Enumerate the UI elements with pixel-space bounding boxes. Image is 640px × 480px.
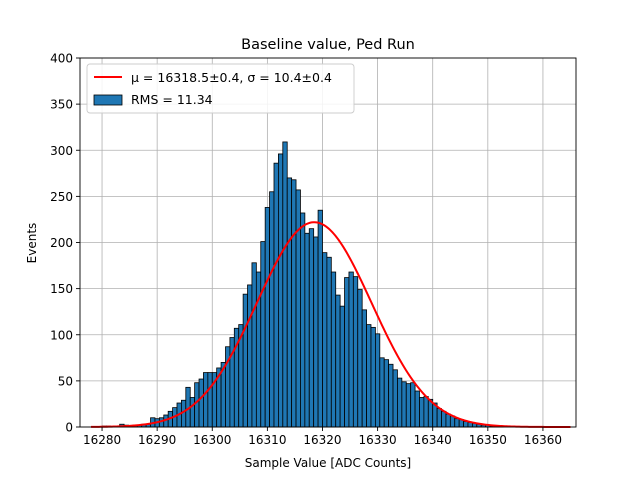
histogram-bar [401,381,407,428]
histogram-bar [308,228,315,428]
histogram-bar [366,324,372,428]
histogram-bar [454,418,460,428]
histogram-bar [300,212,306,428]
x-tick-label: 16330 [359,433,397,447]
y-tick-label: 100 [50,328,73,342]
x-tick-label: 16340 [414,433,452,447]
histogram-bar [317,209,323,428]
histogram-bar [313,236,319,428]
histogram-bar [423,396,429,428]
histogram-bar [397,377,403,428]
histogram-bar [335,294,341,428]
histogram-bar [322,252,328,428]
gaussian-fit-curve [91,221,571,428]
histogram-bar [194,382,200,428]
x-tick-label: 16290 [138,433,176,447]
histogram-bar [189,397,196,428]
legend-fit-label: μ = 16318.5±0.4, σ = 10.4±0.4 [131,70,332,85]
histogram-bar [357,289,363,428]
histogram-bar [326,256,332,428]
histogram-bar [419,397,425,428]
histogram-bar [330,271,337,428]
x-tick-label: 16280 [83,433,121,447]
histogram-bar [374,333,381,428]
histogram-bar [264,207,270,428]
x-tick-label: 16360 [524,433,562,447]
histogram-bar [242,293,248,428]
chart-title: Baseline value, Ped Run [241,37,415,53]
histogram-bar [436,408,442,428]
x-tick-label: 16300 [193,433,231,447]
histogram-bar [260,241,266,428]
histogram-bar [352,276,359,428]
histogram-bar [203,372,209,428]
x-axis-label: Sample Value [ADC Counts] [245,456,411,470]
histogram-bar [269,191,275,428]
y-tick-label: 0 [65,421,73,435]
y-tick-label: 50 [58,374,73,388]
histogram-bar [392,369,398,428]
y-tick-label: 400 [50,52,73,66]
x-tick-label: 16350 [469,433,507,447]
y-tick-label: 350 [50,98,73,112]
x-tick-label: 16310 [248,433,286,447]
legend: μ = 16318.5±0.4, σ = 10.4±0.4 RMS = 11.3… [86,63,355,114]
y-tick-label: 250 [50,190,73,204]
histogram-bar [251,262,257,428]
legend-box [86,63,355,114]
histogram-bar [304,232,310,428]
x-axis-ticks: 16280 16290 16300 16310 16320 16330 16340 16350… [83,427,562,447]
y-tick-label: 150 [50,282,73,296]
histogram-bar [277,153,284,428]
histogram-bar [410,382,416,428]
histogram-bar [441,410,447,428]
histogram-bar [383,359,390,428]
histogram-bar [247,284,253,428]
histogram-bar [379,357,385,428]
histogram-bar [273,162,279,428]
histogram-bar [339,305,345,428]
histogram-bar [405,383,412,428]
histogram-bar [370,326,376,428]
histogram-bar [291,179,297,428]
histogram-bar [348,271,354,428]
histogram-bar [361,309,367,428]
y-tick-label: 200 [50,236,73,250]
y-axis-ticks: 0 50 100 150 200 250 300 350 400 [50,52,80,435]
legend-hist-label: RMS = 11.34 [131,92,213,107]
histogram-bar [282,141,288,428]
histogram-bar [414,390,420,428]
histogram-bar [388,363,394,428]
histogram-bar [286,177,293,428]
histogram-bar [295,189,301,428]
legend-hist-swatch [93,94,123,106]
histogram-bar [198,378,204,428]
y-axis-label: Events [25,223,39,264]
x-tick-label: 16320 [303,433,341,447]
histogram-bar [344,277,350,428]
histogram-bar [463,421,469,428]
histogram-bar [207,372,213,428]
y-tick-label: 300 [50,144,73,158]
histogram-bar [445,413,451,428]
